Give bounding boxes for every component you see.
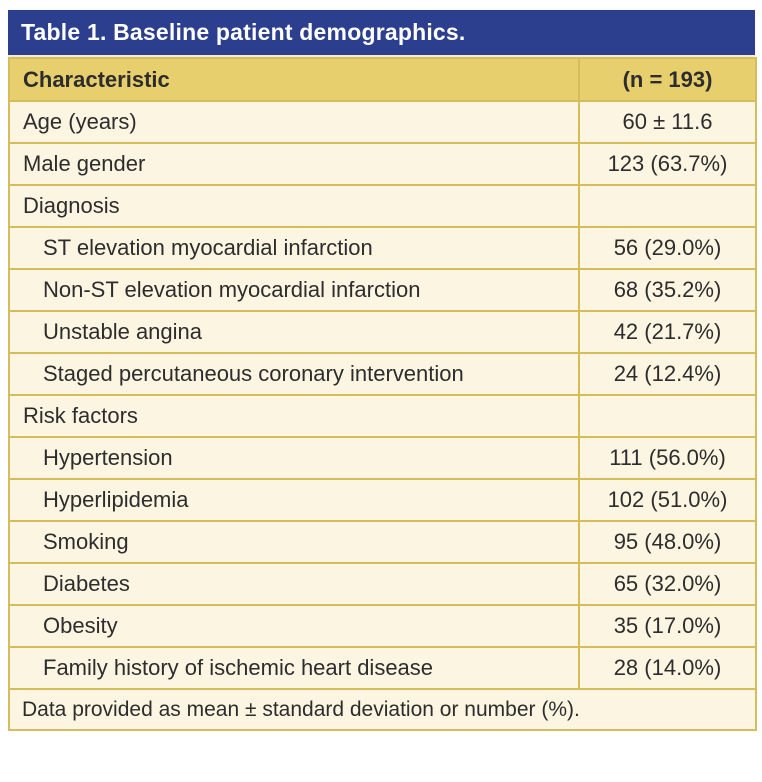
row-label: Smoking [8, 520, 580, 564]
row-label: ST elevation myocardial infarction [8, 226, 580, 270]
row-value: 35 (17.0%) [578, 604, 757, 648]
demographics-table-card: Table 1. Baseline patient demographics. … [8, 10, 757, 731]
table-row: Non-ST elevation myocardial infarction 6… [8, 268, 757, 312]
footnote-row: Data provided as mean ± standard deviati… [8, 688, 757, 731]
row-label: Staged percutaneous coronary interventio… [8, 352, 580, 396]
row-value: 42 (21.7%) [578, 310, 757, 354]
row-label: Risk factors [8, 394, 580, 438]
row-label: Age (years) [8, 100, 580, 144]
row-value: 95 (48.0%) [578, 520, 757, 564]
row-label: Non-ST elevation myocardial infarction [8, 268, 580, 312]
table-row: Risk factors [8, 394, 757, 438]
row-value: 111 (56.0%) [578, 436, 757, 480]
table-row: Staged percutaneous coronary interventio… [8, 352, 757, 396]
row-value: 56 (29.0%) [578, 226, 757, 270]
table-row: Family history of ischemic heart disease… [8, 646, 757, 690]
row-value: 65 (32.0%) [578, 562, 757, 606]
table-row: Diagnosis [8, 184, 757, 228]
row-label: Diagnosis [8, 184, 580, 228]
table-row: Age (years) 60 ± 11.6 [8, 100, 757, 144]
demographics-table: Characteristic (n = 193) Age (years) 60 … [8, 57, 757, 731]
table-title-bar: Table 1. Baseline patient demographics. [8, 10, 755, 57]
row-label: Diabetes [8, 562, 580, 606]
table-row: Hypertension 111 (56.0%) [8, 436, 757, 480]
table-row: Hyperlipidemia 102 (51.0%) [8, 478, 757, 522]
row-label: Family history of ischemic heart disease [8, 646, 580, 690]
column-header-characteristic: Characteristic [8, 57, 580, 102]
row-value: 24 (12.4%) [578, 352, 757, 396]
table-row: Obesity 35 (17.0%) [8, 604, 757, 648]
row-value [578, 394, 757, 438]
column-header-row: Characteristic (n = 193) [8, 57, 757, 102]
table-row: ST elevation myocardial infarction 56 (2… [8, 226, 757, 270]
table-row: Unstable angina 42 (21.7%) [8, 310, 757, 354]
row-value: 102 (51.0%) [578, 478, 757, 522]
row-label: Obesity [8, 604, 580, 648]
row-value: 68 (35.2%) [578, 268, 757, 312]
table-row: Male gender 123 (63.7%) [8, 142, 757, 186]
row-value [578, 184, 757, 228]
row-label: Male gender [8, 142, 580, 186]
row-value: 60 ± 11.6 [578, 100, 757, 144]
table-footnote: Data provided as mean ± standard deviati… [8, 688, 757, 731]
table-title: Table 1. Baseline patient demographics. [21, 19, 466, 45]
column-header-n: (n = 193) [578, 57, 757, 102]
table-row: Smoking 95 (48.0%) [8, 520, 757, 564]
row-value: 28 (14.0%) [578, 646, 757, 690]
table-row: Diabetes 65 (32.0%) [8, 562, 757, 606]
row-label: Unstable angina [8, 310, 580, 354]
row-label: Hypertension [8, 436, 580, 480]
table-body: Age (years) 60 ± 11.6 Male gender 123 (6… [8, 100, 757, 690]
row-label: Hyperlipidemia [8, 478, 580, 522]
row-value: 123 (63.7%) [578, 142, 757, 186]
